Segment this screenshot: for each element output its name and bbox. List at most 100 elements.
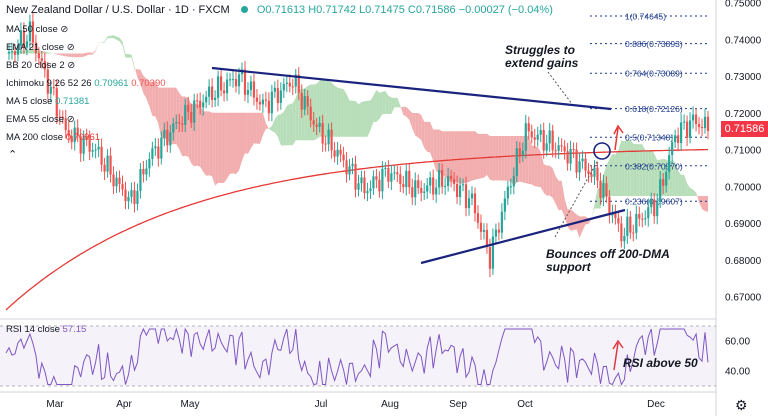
- legend-ma50[interactable]: MA 50 close ⊘: [6, 24, 68, 35]
- legend-ma200-value: 0.70961: [65, 132, 101, 143]
- legend-ema55[interactable]: EMA 55 close ⊘: [6, 114, 75, 125]
- eye-off-icon[interactable]: ⊘: [60, 24, 69, 35]
- legend-ichimoku[interactable]: Ichimoku 9 26 52 26 0.70961 0.70390: [6, 78, 166, 89]
- ichimoku-cloud-segment: [454, 131, 458, 183]
- price-tick-label: 0.72000: [725, 109, 762, 120]
- ichimoku-cloud-segment: [310, 84, 314, 141]
- legend-ema21-label: EMA 21 close: [6, 42, 65, 53]
- candle-body: [444, 185, 447, 187]
- candle-body: [136, 190, 139, 204]
- settings-gear-icon[interactable]: ⚙: [735, 397, 748, 413]
- fib-level-label: 0.886(0.73893): [625, 39, 683, 49]
- ichimoku-cloud-segment: [361, 101, 365, 137]
- collapse-legend-icon[interactable]: ⌃: [8, 149, 18, 161]
- candle-body: [435, 187, 438, 195]
- legend-rsi[interactable]: RSI 14 close 57.15: [6, 324, 86, 335]
- legend-ma200[interactable]: MA 200 close 0.70961: [6, 132, 100, 143]
- time-tick-label: Oct: [517, 399, 533, 410]
- candle-body: [408, 170, 411, 188]
- candle-body: [578, 161, 581, 173]
- eye-off-icon[interactable]: ⊘: [67, 60, 76, 71]
- ichimoku-cloud-segment: [346, 93, 350, 137]
- candle-body: [267, 100, 270, 114]
- ichimoku-cloud-segment: [474, 131, 478, 180]
- candle-body: [291, 86, 294, 88]
- ichimoku-cloud-segment: [355, 100, 359, 137]
- ichimoku-cloud-segment: [59, 53, 63, 56]
- candle-body: [560, 145, 563, 147]
- candle-body: [623, 236, 626, 242]
- ichimoku-cloud-segment: [176, 87, 180, 150]
- ichimoku-cloud-segment: [352, 100, 356, 137]
- ichimoku-cloud-segment: [331, 82, 335, 137]
- fib-level-label: 0.764(0.73089): [625, 69, 683, 79]
- ma200-line: [5, 148, 708, 311]
- ichimoku-cloud-segment: [98, 42, 102, 43]
- candle-body: [115, 177, 118, 187]
- candle-body: [237, 74, 241, 87]
- ichimoku-cloud-segment: [343, 89, 347, 137]
- ichimoku-cloud-segment: [385, 91, 389, 114]
- candle-body: [387, 168, 390, 182]
- ichimoku-cloud-segment: [397, 97, 401, 108]
- candle-body: [10, 51, 14, 53]
- fib-level-label: 1(0.74645): [625, 12, 666, 22]
- candle-body: [354, 163, 357, 190]
- candle-body: [452, 179, 456, 184]
- ichimoku-cloud-segment: [654, 153, 658, 196]
- ichimoku-cloud-segment: [122, 41, 126, 58]
- ichimoku-cloud-segment: [442, 131, 446, 178]
- candle-body: [79, 136, 82, 154]
- ichimoku-cloud-segment: [146, 78, 150, 107]
- candle-body: [124, 189, 127, 202]
- candle-body: [67, 130, 70, 136]
- ichimoku-cloud-segment: [624, 139, 628, 196]
- legend-rsi-value: 57.15: [62, 324, 87, 335]
- ichimoku-cloud-segment: [236, 112, 240, 175]
- candle-body: [566, 151, 569, 164]
- ichimoku-cloud-segment: [489, 135, 493, 181]
- candle-body: [683, 121, 686, 123]
- candle-body: [503, 198, 506, 212]
- candle-body: [345, 160, 348, 175]
- legend-bb20[interactable]: BB 20 close 2 ⊘: [6, 60, 75, 71]
- candle-body: [662, 179, 665, 186]
- ichimoku-cloud-segment: [466, 131, 470, 183]
- candle-body: [575, 149, 578, 173]
- ichimoku-cloud-segment: [74, 53, 78, 58]
- eye-off-icon[interactable]: ⊘: [66, 42, 75, 53]
- ichimoku-cloud-segment: [687, 183, 691, 196]
- candle-body: [184, 104, 187, 125]
- ichimoku-cloud-segment: [364, 100, 368, 137]
- ichimoku-cloud-segment: [337, 87, 341, 137]
- ichimoku-cloud-segment: [334, 85, 338, 137]
- legend-ma5[interactable]: MA 5 close 0.71381: [6, 96, 89, 107]
- legend-ema21[interactable]: EMA 21 close ⊘: [6, 42, 75, 53]
- candle-body: [294, 74, 297, 87]
- ichimoku-cloud-segment: [26, 49, 30, 54]
- ichimoku-cloud-segment: [206, 111, 210, 176]
- ichimoku-cloud-segment: [627, 139, 631, 196]
- time-tick-label: Mar: [46, 399, 64, 410]
- ichimoku-cloud-segment: [110, 35, 114, 39]
- candle-body: [208, 86, 211, 97]
- ichimoku-cloud-segment: [277, 114, 281, 146]
- candle-body: [336, 149, 339, 157]
- eye-off-icon[interactable]: ⊘: [66, 114, 75, 125]
- ichimoku-cloud-segment: [197, 103, 201, 167]
- candle-body: [196, 100, 199, 102]
- legend-ema55-label: EMA 55 close: [6, 114, 65, 125]
- lower-trendline: [420, 208, 626, 265]
- candle-body: [297, 74, 300, 93]
- annotation-struggles: Struggles to extend gains: [505, 44, 578, 70]
- rsi-line: [5, 327, 709, 386]
- ichimoku-cloud-segment: [164, 87, 168, 140]
- ichimoku-cloud-segment: [259, 112, 263, 144]
- ichimoku-cloud-segment: [460, 131, 464, 185]
- candle-body: [402, 184, 405, 188]
- annotation-bounces-line-1: Bounces off 200-DMA: [546, 247, 670, 261]
- candle-body: [25, 41, 29, 48]
- candle-body: [357, 183, 360, 190]
